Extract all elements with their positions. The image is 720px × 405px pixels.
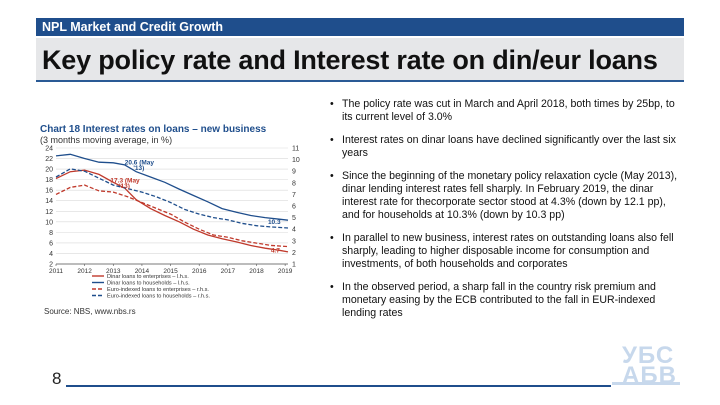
chart-heading: Chart 18 Interest rates on loans – new b… xyxy=(40,124,320,146)
title-bar: Key policy rate and Interest rate on din… xyxy=(36,38,684,82)
x-tick-label: 2019 xyxy=(278,268,293,275)
x-tick-label: 2014 xyxy=(135,268,150,275)
y-right-tick-label: 10 xyxy=(292,157,300,164)
legend-label: Euro-indexed loans to enterprises – r.h.… xyxy=(107,287,209,293)
y-left-tick-label: 6 xyxy=(49,240,53,247)
y-left-tick-label: 4 xyxy=(49,251,53,258)
y-left-tick-label: 14 xyxy=(45,198,53,205)
series-line-1 xyxy=(55,169,289,253)
y-right-tick-label: 2 xyxy=(292,250,296,257)
y-left-tick-label: 24 xyxy=(45,146,53,153)
data-label: 10.3 xyxy=(268,219,281,226)
x-tick-label: 2016 xyxy=(192,268,207,275)
y-left-tick-label: 16 xyxy=(45,188,53,195)
y-right-tick-label: 7 xyxy=(292,192,296,199)
y-right-tick-label: 5 xyxy=(292,215,296,222)
chart-subtitle: (3 months moving average, in %) xyxy=(40,135,173,145)
section-header: NPL Market and Credit Growth xyxy=(36,18,684,36)
y-right-tick-label: 1 xyxy=(292,262,296,269)
y-right-tick-label: 9 xyxy=(292,169,296,176)
y-left-tick-label: 8 xyxy=(49,230,53,237)
page-title: Key policy rate and Interest rate on din… xyxy=(42,45,658,75)
x-tick-label: 2018 xyxy=(249,268,264,275)
y-right-tick-label: 11 xyxy=(292,146,299,153)
logo-bar xyxy=(612,382,680,385)
y-left-tick-label: 22 xyxy=(45,156,53,163)
page-number: 8 xyxy=(52,369,62,388)
series-line-3 xyxy=(55,184,289,248)
data-label: '13) xyxy=(133,165,144,172)
chart-title: Chart 18 Interest rates on loans – new b… xyxy=(40,124,267,135)
y-right-tick-label: 6 xyxy=(292,204,296,211)
legend-label: Euro-indexed loans to households – r.h.s… xyxy=(107,294,210,300)
data-label: '13) xyxy=(119,183,130,190)
bullet-item: Interest rates on dinar loans have decli… xyxy=(326,134,686,160)
data-label: 20.6 (May xyxy=(125,159,155,166)
chart-source: Source: NBS, www.nbs.rs xyxy=(44,307,136,316)
x-tick-label: 2015 xyxy=(163,268,178,275)
y-left-tick-label: 12 xyxy=(45,209,53,216)
legend-label: Dinar loans to households – l.h.s. xyxy=(107,281,190,287)
bullet-item: The policy rate was cut in March and Apr… xyxy=(326,98,686,124)
y-left-tick-label: 18 xyxy=(45,177,53,184)
x-tick-label: 2012 xyxy=(77,268,92,275)
y-left-tick-label: 10 xyxy=(45,219,53,226)
y-left-tick-label: 20 xyxy=(45,167,53,174)
brand-logo: УБС АБВ xyxy=(612,344,682,396)
data-label: 17.3 (May xyxy=(110,177,140,184)
bullet-item: Since the beginning of the monetary poli… xyxy=(326,170,686,222)
y-left-tick-label: 2 xyxy=(49,262,53,269)
series-line-2 xyxy=(55,153,289,221)
x-tick-label: 2017 xyxy=(221,268,236,275)
bullet-list: The policy rate was cut in March and Apr… xyxy=(326,98,686,330)
y-right-tick-label: 4 xyxy=(292,227,296,234)
bullet-item: In the observed period, a sharp fall in … xyxy=(326,281,686,320)
x-tick-label: 2011 xyxy=(49,268,63,275)
x-tick-label: 2013 xyxy=(106,268,121,275)
y-right-tick-label: 8 xyxy=(292,180,296,187)
logo-text-top: УБС xyxy=(622,342,675,369)
y-right-tick-label: 3 xyxy=(292,238,296,245)
data-label: 4.7 xyxy=(271,247,280,254)
bullet-item: In parallel to new business, interest ra… xyxy=(326,232,686,271)
section-label: NPL Market and Credit Growth xyxy=(42,20,224,34)
legend-label: Dinar loans to enterprises – l.h.s. xyxy=(107,274,189,280)
footer-divider xyxy=(66,385,611,387)
series-line-4 xyxy=(55,168,289,229)
